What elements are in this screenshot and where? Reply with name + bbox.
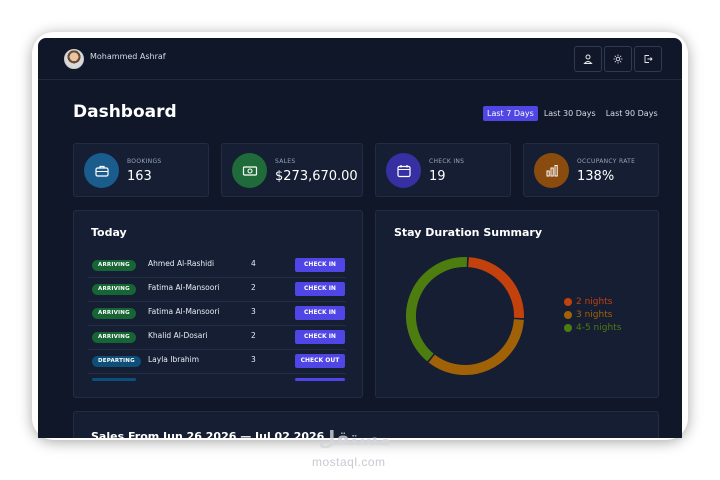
date-range-selector: Last 7 Days Last 30 Days Last 90 Days — [483, 103, 659, 123]
theme-toggle-button[interactable] — [604, 46, 632, 72]
legend-dot — [564, 324, 572, 332]
range-option-30-days[interactable]: Last 30 Days — [543, 108, 596, 118]
kpi-value: 163 — [127, 169, 152, 184]
profile-button[interactable] — [574, 46, 602, 72]
legend-dot — [564, 311, 572, 319]
avatar[interactable] — [64, 49, 84, 69]
table-row: ARRIVING Khalid Al-Dosari 2 CHECK IN — [88, 326, 346, 350]
kpi-icon-circle — [534, 153, 569, 188]
stay-duration-donut — [406, 257, 524, 375]
kpi-card-occupancy: OCCUPANCY RATE 138% — [523, 143, 659, 197]
guest-name: Fatima Al-Mansoori — [148, 307, 220, 316]
guest-count: 3 — [251, 307, 256, 316]
legend-dot — [564, 298, 572, 306]
status-badge: ARRIVING — [92, 260, 136, 271]
kpi-icon-circle — [386, 153, 421, 188]
guest-name: Ahmed Al-Rashidi — [148, 259, 215, 268]
range-option-7-days[interactable]: Last 7 Days — [483, 105, 538, 121]
next-row-badge-peek — [92, 378, 136, 381]
check-in-button[interactable]: CHECK IN — [295, 330, 345, 344]
kpi-value: 19 — [429, 169, 446, 184]
legend-label: 3 nights — [576, 310, 613, 320]
kpi-card-sales: SALES $273,670.00 — [221, 143, 363, 197]
status-badge: ARRIVING — [92, 284, 136, 295]
watermark-site: mostaql.com — [312, 455, 386, 469]
app-screen: Mohammed Ashraf — [38, 38, 682, 438]
stay-duration-title: Stay Duration Summary — [394, 226, 543, 239]
next-row-button-peek[interactable] — [295, 378, 345, 381]
sales-panel: Sales From Jun 26 2026 — Jul 02 2026 — [73, 411, 659, 438]
top-bar: Mohammed Ashraf — [38, 38, 682, 80]
legend-item: 3 nights — [564, 310, 612, 320]
user-name: Mohammed Ashraf — [90, 52, 166, 61]
check-in-button[interactable]: CHECK IN — [295, 258, 345, 272]
kpi-label: BOOKINGS — [127, 158, 162, 165]
kpi-card-check-ins: CHECK INS 19 — [375, 143, 511, 197]
logout-button[interactable] — [634, 46, 662, 72]
kpi-label: SALES — [275, 158, 296, 165]
page-title: Dashboard — [73, 102, 177, 122]
today-panel: Today ARRIVING Ahmed Al-Rashidi 4 CHECK … — [73, 210, 363, 398]
check-out-button[interactable]: CHECK OUT — [295, 354, 345, 368]
sun-icon — [613, 54, 623, 64]
legend-label: 2 nights — [576, 297, 613, 307]
kpi-value: 138% — [577, 169, 615, 184]
check-in-button[interactable]: CHECK IN — [295, 306, 345, 320]
kpi-label: OCCUPANCY RATE — [577, 158, 636, 165]
watermark-logo: مستقل — [318, 426, 392, 450]
guest-name: Khalid Al-Dosari — [148, 331, 208, 340]
legend-label: 4-5 nights — [576, 323, 622, 333]
donut-segment-2-nights[interactable] — [467, 257, 524, 319]
status-badge: ARRIVING — [92, 332, 136, 343]
legend-item: 4-5 nights — [564, 323, 621, 333]
table-row: ARRIVING Fatima Al-Mansoori 2 CHECK IN — [88, 278, 346, 302]
table-row: ARRIVING Fatima Al-Mansoori 3 CHECK IN — [88, 302, 346, 326]
check-in-button[interactable]: CHECK IN — [295, 282, 345, 296]
kpi-label: CHECK INS — [429, 158, 465, 165]
kpi-card-bookings: BOOKINGS 163 — [73, 143, 209, 197]
logout-icon — [644, 55, 653, 63]
guest-count: 4 — [251, 259, 256, 268]
guest-count: 2 — [251, 283, 256, 292]
status-badge: DEPARTING — [92, 356, 141, 367]
sales-panel-title: Sales From Jun 26 2026 — Jul 02 2026 — [91, 430, 325, 438]
calendar-icon — [396, 164, 411, 177]
guest-name: Fatima Al-Mansoori — [148, 283, 220, 292]
donut-segment-3-nights[interactable] — [428, 319, 524, 375]
guest-name: Layla Ibrahim — [148, 355, 200, 364]
user-icon — [583, 54, 593, 64]
kpi-value: $273,670.00 — [275, 169, 358, 184]
briefcase-icon — [94, 165, 109, 177]
legend-item: 2 nights — [564, 297, 612, 307]
stay-duration-panel: Stay Duration Summary 2 nights 3 nights … — [375, 210, 659, 398]
kpi-icon-circle — [84, 153, 119, 188]
guest-count: 3 — [251, 355, 256, 364]
guest-count: 2 — [251, 331, 256, 340]
table-row: ARRIVING Ahmed Al-Rashidi 4 CHECK IN — [88, 254, 346, 278]
table-row: DEPARTING Layla Ibrahim 3 CHECK OUT — [88, 350, 346, 374]
bar-chart-icon — [546, 164, 558, 176]
donut-segment-4-5-nights[interactable] — [406, 257, 468, 362]
cash-icon — [242, 165, 257, 176]
status-badge: ARRIVING — [92, 308, 136, 319]
today-title: Today — [91, 226, 127, 239]
range-option-90-days[interactable]: Last 90 Days — [605, 108, 658, 118]
kpi-icon-circle — [232, 153, 267, 188]
